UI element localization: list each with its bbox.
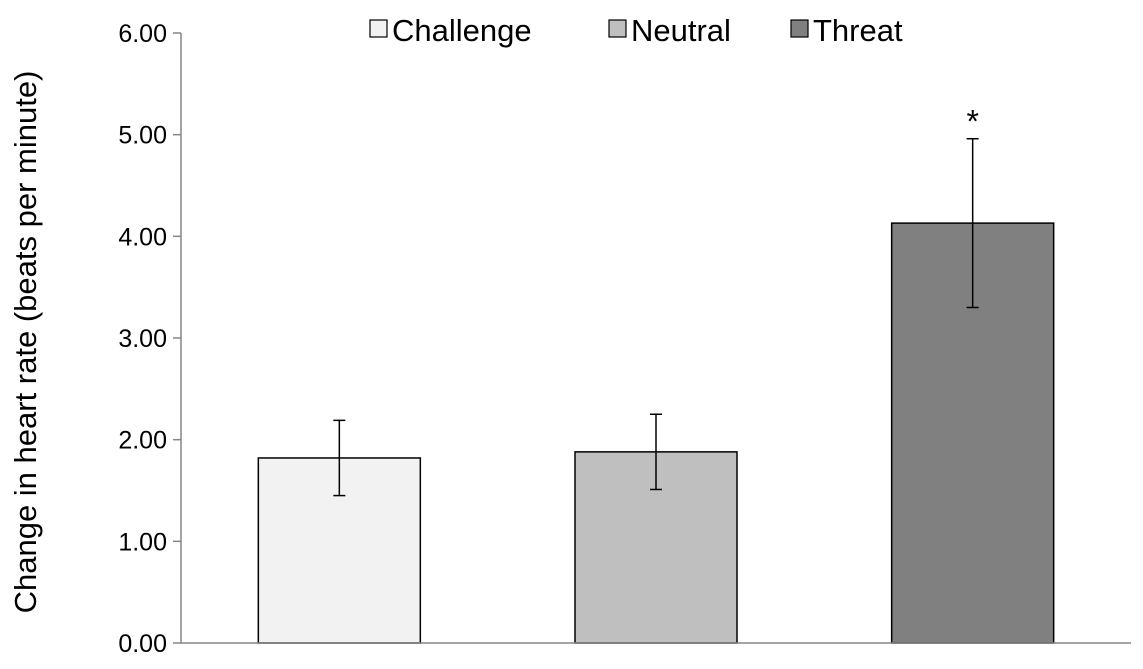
legend-label-threat: Threat xyxy=(813,13,903,48)
y-tick-label: 3.00 xyxy=(118,325,167,353)
y-tick-label: 0.00 xyxy=(118,630,167,658)
legend: Challenge Neutral Threat xyxy=(369,13,903,48)
y-tick-label: 6.00 xyxy=(118,20,167,48)
y-tick-label: 5.00 xyxy=(118,122,167,150)
y-tick-label: 1.00 xyxy=(118,528,167,556)
y-tick-label: 2.00 xyxy=(118,427,167,455)
legend-swatch-neutral xyxy=(608,19,627,38)
legend-swatch-threat xyxy=(790,19,809,38)
legend-label-challenge: Challenge xyxy=(392,13,532,48)
y-axis-label: Change in heart rate (beats per minute) xyxy=(8,71,43,614)
y-tick-label: 4.00 xyxy=(118,223,167,251)
significance-marker: * xyxy=(966,104,978,140)
plot-area: 0.00 1.00 2.00 3.00 4.00 5.00 6.00 * xyxy=(118,20,1131,658)
legend-label-neutral: Neutral xyxy=(631,13,731,48)
legend-swatch-challenge xyxy=(369,19,388,38)
